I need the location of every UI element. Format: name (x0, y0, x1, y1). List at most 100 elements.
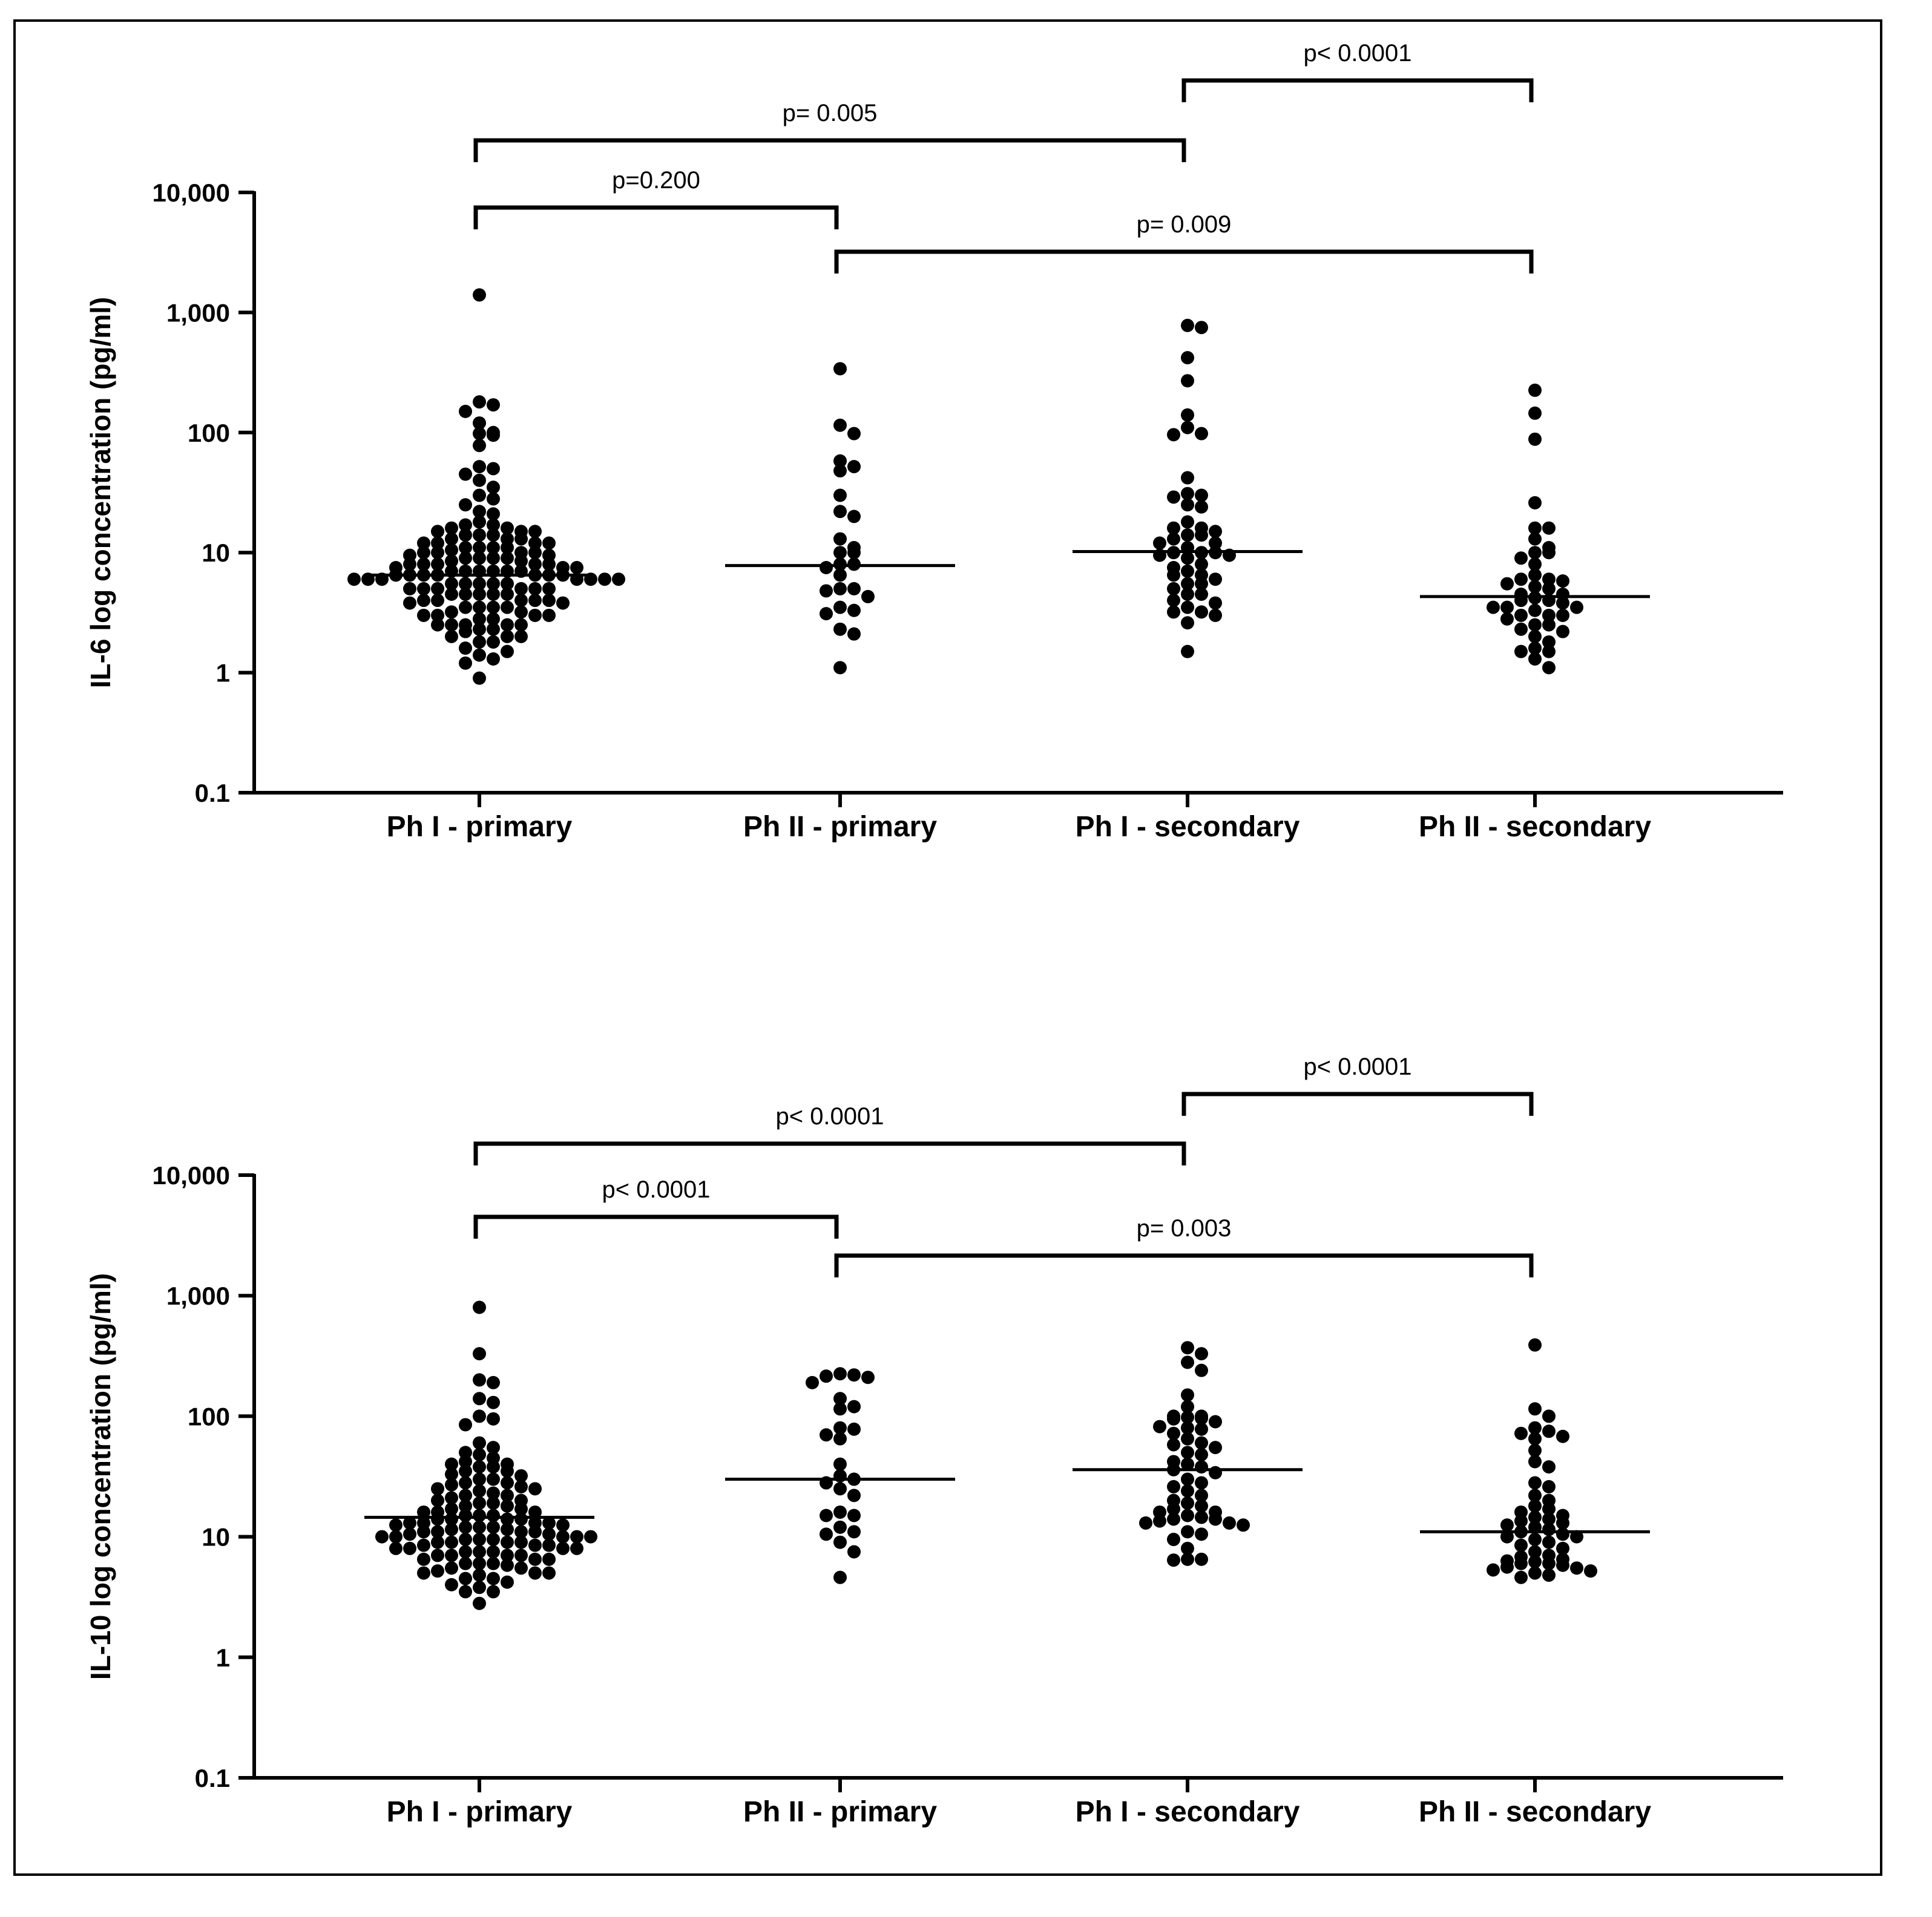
series-3 (1073, 318, 1303, 658)
data-point (487, 588, 500, 601)
data-point (431, 1493, 444, 1507)
data-point (542, 1566, 556, 1580)
data-point (487, 428, 500, 442)
data-point (1556, 1527, 1569, 1541)
data-point (431, 1482, 444, 1496)
data-point (528, 1505, 542, 1519)
data-point (528, 557, 542, 571)
data-point (833, 546, 847, 560)
data-point (833, 464, 847, 478)
data-point (1181, 1496, 1194, 1510)
data-point (487, 600, 500, 614)
data-point (1181, 564, 1194, 578)
data-point (1209, 1441, 1222, 1455)
data-point (445, 1467, 458, 1481)
data-point (1181, 616, 1194, 630)
data-point (403, 1516, 416, 1530)
data-point (861, 589, 875, 603)
data-point (459, 518, 472, 532)
data-point (847, 1489, 861, 1502)
data-point (1528, 1443, 1542, 1457)
data-point (487, 1496, 500, 1510)
data-point (1542, 644, 1556, 658)
data-point (528, 582, 542, 595)
data-point (473, 427, 486, 441)
data-point (473, 635, 486, 649)
data-point (445, 1478, 458, 1492)
significance-bracket: p< 0.0001 (473, 1103, 1186, 1165)
data-point (1195, 528, 1208, 542)
data-point (445, 521, 458, 535)
data-point (1528, 1510, 1542, 1524)
data-point (459, 1520, 472, 1534)
data-point (473, 622, 486, 636)
data-point (820, 584, 833, 598)
data-point (487, 528, 500, 542)
data-point (1209, 608, 1222, 622)
data-point (473, 1447, 486, 1461)
data-point (556, 1541, 570, 1555)
data-point (487, 577, 500, 591)
data-point (473, 1509, 486, 1522)
series-3 (1073, 1341, 1303, 1567)
data-point (528, 536, 542, 550)
data-point (501, 1522, 514, 1536)
data-point (833, 1505, 847, 1519)
data-point (1542, 635, 1556, 649)
data-point (1167, 428, 1180, 442)
data-point (459, 1556, 472, 1570)
data-point (459, 1489, 472, 1502)
data-point (1528, 546, 1542, 560)
data-point (847, 1368, 861, 1382)
data-point (473, 1347, 486, 1361)
bracket-line (473, 1141, 1186, 1165)
data-point (528, 525, 542, 539)
data-point (1528, 1555, 1542, 1568)
data-point (473, 1533, 486, 1547)
data-point (833, 1570, 847, 1584)
significance-bracket: p< 0.0001 (473, 1176, 839, 1239)
data-point (431, 1512, 444, 1526)
data-point (473, 1373, 486, 1387)
data-point (473, 1520, 486, 1534)
data-point (1487, 1563, 1500, 1577)
y-tick-label: 0.1 (195, 779, 230, 807)
data-point (1514, 1426, 1528, 1440)
data-point (431, 525, 444, 539)
data-point (1209, 525, 1222, 539)
data-point (459, 624, 472, 638)
data-point (833, 1402, 847, 1416)
data-point (487, 1460, 500, 1474)
data-point (1167, 1502, 1180, 1516)
data-point (459, 1509, 472, 1522)
data-point (501, 1499, 514, 1513)
data-point (528, 546, 542, 560)
data-point (1528, 532, 1542, 546)
data-point (1209, 596, 1222, 610)
data-point (514, 1525, 528, 1539)
data-point (1514, 1514, 1528, 1528)
p-value-label: p< 0.0001 (775, 1103, 884, 1130)
data-point (473, 1392, 486, 1406)
data-point (473, 600, 486, 614)
data-point (1223, 1516, 1236, 1530)
data-point (833, 568, 847, 582)
data-point (445, 605, 458, 619)
data-point (1542, 1568, 1556, 1582)
data-point (445, 1457, 458, 1471)
data-point (473, 460, 486, 474)
data-point (1167, 521, 1180, 535)
data-point (833, 488, 847, 502)
data-point (487, 1520, 500, 1534)
data-point (833, 418, 847, 432)
data-point (501, 600, 514, 614)
x-tick-label: Ph I - secondary (1076, 811, 1300, 843)
data-point (417, 582, 430, 595)
data-point (1195, 577, 1208, 591)
data-point (459, 498, 472, 512)
data-point (459, 1446, 472, 1460)
data-point (1528, 603, 1542, 617)
data-point (1181, 1457, 1194, 1471)
data-point (1528, 432, 1542, 446)
